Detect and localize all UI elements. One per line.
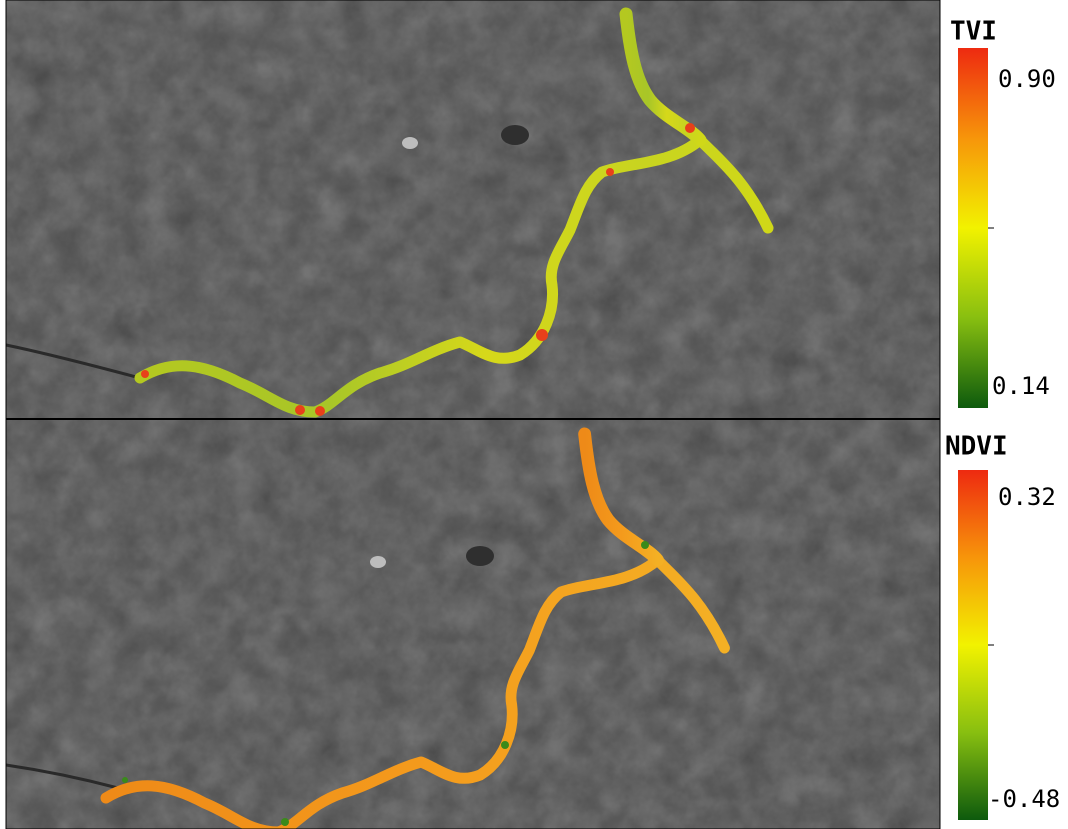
bright-spot [402, 137, 418, 149]
figure: TVI 0.90 0.14 NDVI 0.32 -0.48 [0, 0, 1068, 829]
colorbar-title: TVI [950, 17, 997, 47]
colorbar [958, 470, 988, 820]
colorbar-max: 0.32 [998, 483, 1056, 511]
map-texture [6, 0, 940, 418]
colorbar-title: NDVI [945, 432, 1008, 462]
pond [501, 125, 529, 145]
map-texture [6, 420, 940, 829]
colorbar-min: 0.14 [992, 372, 1050, 400]
colorbar-min: -0.48 [988, 785, 1060, 813]
bright-spot [370, 556, 386, 568]
colorbar [958, 48, 988, 408]
colorbar-max: 0.90 [998, 65, 1056, 93]
pond [466, 546, 494, 566]
page: TVI 0.90 0.14 NDVI 0.32 -0.48 [0, 0, 1068, 829]
